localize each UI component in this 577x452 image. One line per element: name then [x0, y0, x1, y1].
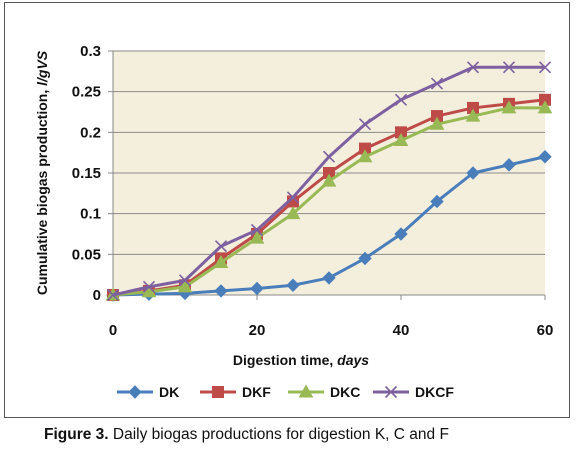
- data-point-dkc: [429, 116, 445, 130]
- y-tick-label: 0.1: [80, 206, 101, 223]
- legend-marker: [298, 384, 314, 398]
- data-point-dk: [394, 227, 408, 241]
- x-tick-label: 20: [249, 322, 266, 339]
- x-marker-stroke: [466, 61, 480, 74]
- legend-label: DK: [159, 384, 179, 400]
- figure-caption: Figure 3. Daily biogas productions for d…: [44, 426, 577, 444]
- legend-item-dk: DK: [117, 384, 179, 400]
- legend-item-dkf: DKF: [200, 384, 271, 400]
- x-marker-stroke: [430, 77, 444, 90]
- legend-item-dkc: DKC: [288, 384, 360, 400]
- legend-marker: [128, 385, 142, 399]
- data-point-dkc: [249, 230, 265, 244]
- x-marker-stroke: [384, 385, 398, 399]
- series-dkc: [105, 100, 553, 301]
- data-point-dkcf: [430, 77, 444, 90]
- x-marker-stroke: [214, 240, 228, 253]
- x-marker-stroke: [322, 150, 336, 163]
- data-point-dkc: [177, 279, 193, 293]
- data-point-dk: [286, 278, 300, 292]
- x-marker-stroke: [178, 274, 192, 287]
- y-axis-title: Cumulative biogas production, l/gVS: [34, 50, 50, 295]
- y-tick-label: 0.05: [72, 246, 101, 263]
- data-point-dkc: [537, 100, 553, 114]
- y-tick-label: 0.3: [80, 43, 101, 60]
- data-point-dkc: [465, 108, 481, 122]
- data-point-dkcf: [322, 150, 336, 163]
- figure-frame: 0 0.05 0.1 0.15 0.2 0.25 0.3 0 20 40 60 Digestion…: [4, 2, 570, 418]
- data-point-dkcf: [502, 61, 516, 74]
- x-tick-label: 0: [109, 322, 117, 339]
- legend-marker: [384, 385, 398, 399]
- data-point-dkc: [321, 173, 337, 187]
- x-marker-stroke: [502, 61, 516, 74]
- data-point-dkcf: [394, 93, 408, 106]
- data-point-dkcf: [358, 118, 372, 131]
- y-tick-label: 0: [93, 287, 101, 304]
- y-tick-label: 0.2: [80, 124, 101, 141]
- y-tick-labels: 0 0.05 0.1 0.15 0.2 0.25 0.3: [72, 43, 113, 304]
- data-point-dk: [502, 158, 516, 172]
- data-point-dkc: [285, 206, 301, 220]
- line-chart: 0 0.05 0.1 0.15 0.2 0.25 0.3 0 20 40 60 Digestion…: [34, 43, 554, 400]
- data-point-dkcf: [106, 288, 120, 302]
- x-marker-stroke: [394, 93, 408, 106]
- data-point-dkcf: [142, 280, 156, 293]
- x-marker-stroke: [250, 223, 264, 236]
- data-point-dk: [466, 166, 480, 180]
- y-tick-label: 0.15: [72, 165, 101, 182]
- x-marker-stroke: [358, 118, 372, 131]
- data-point-dkcf: [538, 61, 552, 74]
- legend-label: DKCF: [415, 384, 454, 400]
- data-point-dk: [322, 271, 336, 285]
- data-point-dkc: [213, 254, 229, 268]
- x-tick-label: 60: [537, 322, 554, 339]
- x-marker-stroke: [106, 288, 120, 302]
- data-point-dk: [250, 281, 264, 296]
- series-dkcf: [106, 61, 552, 302]
- x-axis-title: Digestion time, days: [233, 352, 369, 368]
- x-tick-label: 40: [393, 322, 410, 339]
- legend-marker: [212, 386, 224, 398]
- data-point-dkcf: [214, 240, 228, 253]
- data-point-dk: [358, 251, 372, 266]
- legend: DK DKF DKC DKCF: [117, 384, 454, 400]
- x-marker-stroke: [142, 280, 156, 293]
- caption-text: Daily biogas productions for digestion K…: [108, 426, 449, 443]
- x-tick-labels: 0 20 40 60: [109, 295, 554, 339]
- y-tick-label: 0.25: [72, 84, 101, 101]
- data-point-dkcf: [466, 61, 480, 74]
- data-point-dkcf: [286, 191, 300, 204]
- series-lines: [105, 61, 553, 302]
- data-point-dkc: [501, 100, 517, 114]
- data-point-dk: [430, 194, 444, 209]
- data-point-dk: [214, 284, 228, 298]
- data-point-dkc: [393, 132, 409, 146]
- legend-item-dkcf: DKCF: [373, 384, 454, 400]
- x-marker-stroke: [286, 191, 300, 204]
- legend-label: DKF: [242, 384, 271, 400]
- legend-label: DKC: [330, 384, 360, 400]
- data-point-dkc: [357, 149, 373, 163]
- data-point-dk: [538, 150, 552, 164]
- data-point-dkcf: [250, 223, 264, 236]
- x-marker-stroke: [538, 61, 552, 74]
- caption-label: Figure 3.: [44, 426, 109, 443]
- data-point-dkcf: [178, 274, 192, 287]
